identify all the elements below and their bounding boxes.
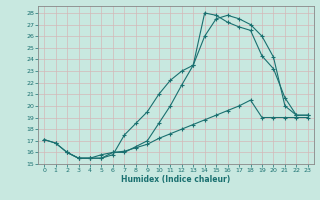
X-axis label: Humidex (Indice chaleur): Humidex (Indice chaleur) <box>121 175 231 184</box>
